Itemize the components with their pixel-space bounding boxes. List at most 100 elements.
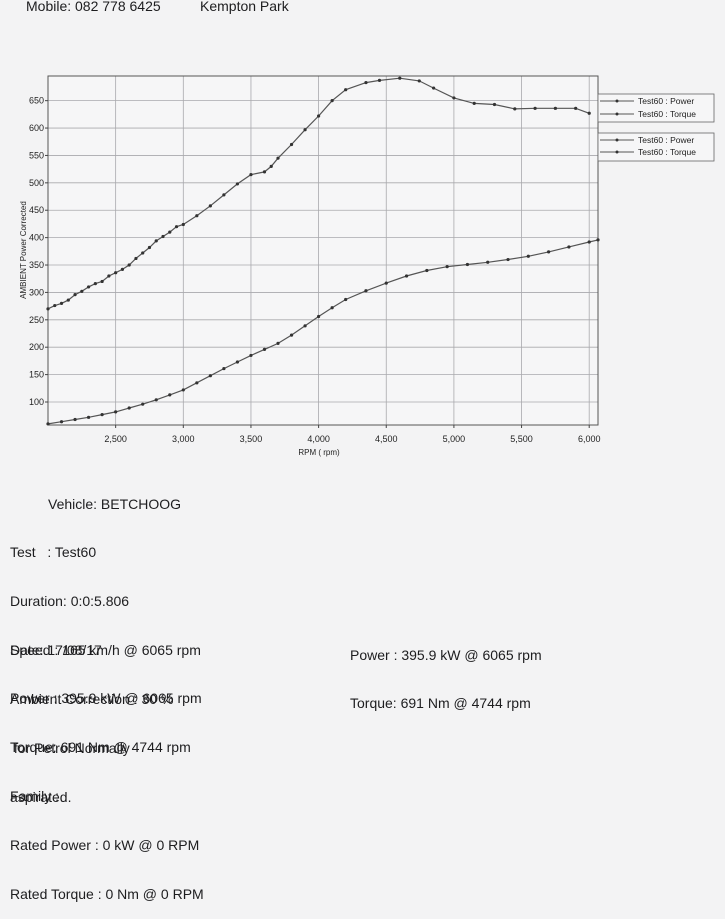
data-point [168,230,172,234]
legend-marker [615,112,619,116]
results-block: Speed : 165 km/h @ 6065 rpm Power : 395.… [10,609,204,919]
data-point [73,417,77,422]
data-point [120,267,125,272]
legend-box [597,93,715,123]
y-tick-label: 600 [29,123,44,133]
ambient-correction: Ambient Correction : 30 % [10,691,174,708]
data-point [100,412,104,417]
data-point [547,250,551,254]
data-point [276,341,280,345]
data-point [432,86,436,90]
data-point [492,102,497,107]
data-point [134,256,138,261]
data-point [269,164,273,169]
data-point [235,182,240,186]
summary-block: Power : 395.9 kW @ 6065 rpm Torque: 691 … [350,614,542,728]
y-tick-label: 500 [29,178,44,188]
data-point [587,111,591,115]
data-point [452,96,456,100]
data-point [107,274,111,278]
location: Kempton Park [200,0,289,14]
data-point [553,106,557,110]
torque-result: Torque: 691 Nm @ 4744 rpm [10,739,191,756]
legend-label: Test60 : Power [638,135,694,145]
data-point [289,142,294,147]
data-point [235,360,240,364]
speed-result: Speed : 165 km/h @ 6065 rpm [10,641,201,658]
legend-label: Test60 : Torque [638,109,696,119]
data-point [404,274,409,278]
summary-power: Power : 395.9 kW @ 6065 rpm [350,646,542,663]
legend-marker [615,138,619,142]
y-tick-label: 300 [29,287,44,297]
data-point [66,298,70,302]
data-point [141,402,145,406]
data-point [377,78,382,82]
data-point [46,422,50,426]
legend-label: Test60 : Torque [638,147,696,157]
data-point [141,251,145,255]
data-point [249,353,253,358]
x-tick-label: 5,000 [443,434,466,444]
data-point [154,398,158,402]
data-point [526,254,530,258]
data-point [80,289,84,293]
data-point [127,406,131,410]
y-tick-label: 450 [29,205,44,215]
data-point [465,262,470,267]
data-point [249,173,253,177]
data-point [533,106,537,110]
data-point [222,193,226,197]
data-point [181,222,185,227]
y-tick-label: 650 [29,96,44,106]
legend-marker [615,150,619,154]
test-name: Test : Test60 [10,544,97,561]
vehicle-name: Vehicle: BETCHOOG [48,495,182,512]
rated-torque: Rated Torque : 0 Nm @ 0 RPM [10,886,204,903]
data-point [472,101,476,105]
data-point [344,88,348,92]
data-point [344,297,348,302]
data-point [317,114,321,118]
data-point [195,381,199,385]
data-point [445,265,449,269]
rated-power: Rated Power : 0 kW @ 0 RPM [10,837,200,854]
data-point [276,156,280,160]
test-date: Date: 17/08/17 [10,642,102,659]
y-tick-label: 150 [29,370,44,380]
data-point [114,410,118,414]
data-point [574,106,578,110]
y-tick-label: 100 [29,397,44,407]
data-point [161,234,165,239]
duration: Duration: 0:0:5.806 [10,593,130,610]
power-result: Power : 395.9 kW @ 6065 rpm [10,690,202,707]
data-point [417,79,421,83]
data-point [330,99,334,103]
y-tick-label: 550 [29,150,44,160]
mobile-number: Mobile: 082 778 6425 [26,0,161,14]
data-point [154,239,158,243]
data-point [317,314,321,319]
y-tick-label: 350 [29,260,44,270]
plot-frame [47,75,599,426]
data-point [53,303,57,308]
data-point [262,347,267,351]
data-point [208,374,212,378]
x-tick-label: 3,000 [172,434,195,444]
data-point [46,307,50,311]
family: Family : [10,788,59,805]
x-tick-label: 4,500 [375,434,398,444]
y-axis-label: AMBIENT Power Corrected [19,201,28,299]
data-point [425,268,429,273]
data-point [93,282,97,286]
data-point [486,260,490,264]
y-tick-label: 250 [29,315,44,325]
x-tick-label: 5,500 [510,434,533,444]
data-point [398,76,402,80]
data-point [59,420,64,424]
data-point [364,80,368,85]
data-point [147,245,152,250]
legend-box [597,132,715,162]
data-point [59,301,64,305]
dyno-chart: 100 150 200 250 300 350 400 450 500 550 600 650 2,50… [19,75,715,457]
